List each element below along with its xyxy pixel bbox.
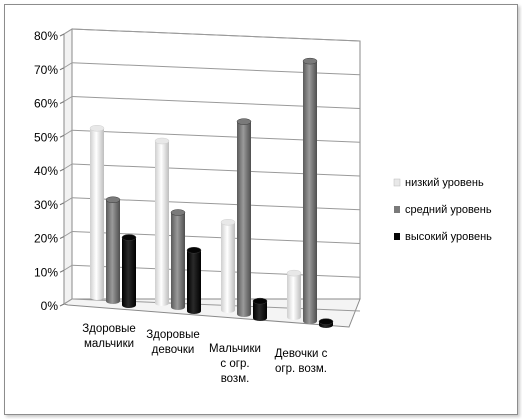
gridline-side	[63, 28, 73, 35]
bar-top	[121, 234, 137, 241]
bar-top	[170, 209, 186, 216]
bar	[220, 219, 236, 313]
bar-base	[90, 294, 104, 300]
bar-body	[122, 237, 136, 305]
y-tick-label: 20%	[34, 232, 58, 246]
bar	[252, 297, 268, 321]
bar	[121, 234, 137, 308]
bar-body	[155, 141, 169, 303]
legend-label: низкий уровень	[405, 177, 484, 189]
bar-top	[105, 196, 121, 203]
tick-mark	[59, 67, 65, 71]
tick-mark	[59, 303, 65, 307]
legend-item: средний уровень	[394, 204, 492, 216]
bar	[105, 196, 121, 304]
bar-body	[287, 273, 301, 317]
gridline-side	[63, 298, 73, 305]
tick-mark	[59, 101, 65, 104]
legend-swatch	[394, 233, 400, 240]
bar	[302, 57, 318, 324]
legend-label: высокий уровень	[405, 231, 492, 243]
bar	[286, 269, 302, 320]
bar	[186, 247, 202, 314]
legend-swatch	[394, 206, 400, 213]
bars	[89, 57, 334, 328]
x-axis-categories: Здоровые мальчики Здоровые девочки Мальчики с…	[82, 323, 327, 385]
category-label: Мальчики с огр. возм.	[209, 343, 261, 385]
bar-base	[221, 307, 235, 313]
bar-base	[287, 314, 301, 320]
bar-body	[221, 222, 235, 310]
y-tick-label: 10%	[34, 265, 58, 279]
legend-swatch	[393, 178, 401, 187]
gridline-side	[63, 231, 73, 237]
bar-base	[237, 311, 251, 317]
bar-base	[253, 315, 267, 321]
gridline	[71, 28, 361, 42]
bar-top	[236, 118, 252, 125]
tick-mark	[59, 134, 65, 138]
tick-mark	[59, 168, 65, 172]
bar-body	[171, 212, 185, 307]
gridline-side	[63, 62, 73, 69]
bar-top	[89, 125, 105, 132]
gridline-side	[63, 197, 73, 204]
bar-base	[171, 304, 185, 310]
legend-label: средний уровень	[405, 204, 492, 216]
bar-top	[186, 247, 202, 254]
gridline-side	[63, 96, 73, 102]
y-tick-label: 30%	[34, 198, 58, 212]
bar-top	[286, 269, 302, 277]
bar-body	[90, 128, 104, 297]
bar-base	[155, 300, 169, 306]
y-tick-label: 50%	[34, 130, 58, 144]
gridline-side	[63, 129, 73, 136]
bar-body	[237, 121, 251, 314]
bar-base	[303, 318, 317, 324]
y-tick-label: 70%	[34, 63, 58, 77]
tick-mark	[59, 236, 65, 239]
bar-base	[122, 302, 136, 308]
bar-body	[253, 301, 267, 318]
tick-mark	[59, 269, 65, 273]
bar-top	[302, 57, 318, 65]
tick-mark	[59, 33, 65, 37]
y-tick-label: 40%	[34, 164, 58, 178]
legend-item: высокий уровень	[394, 231, 492, 243]
bar-top	[252, 297, 268, 305]
bar	[89, 125, 105, 300]
tick-mark	[59, 202, 65, 206]
bar-top	[220, 219, 236, 226]
bar	[318, 318, 334, 328]
bar-base	[106, 298, 120, 304]
category-label: Девочки с огр. возм.	[275, 348, 328, 375]
bar-body	[303, 61, 317, 321]
gridline-side	[63, 163, 73, 170]
y-axis-ticks: 0% 10% 20% 30% 40% 50% 60% 70% 80%	[34, 29, 58, 313]
bar	[236, 118, 252, 317]
legend: низкий уровень средний уровень высокий уро…	[393, 177, 492, 243]
bar-body	[106, 199, 120, 301]
bar	[170, 209, 186, 310]
bar-body	[187, 250, 201, 311]
category-label: Здоровые мальчики	[82, 323, 136, 350]
bar-top	[154, 137, 170, 145]
legend-item: низкий уровень	[393, 177, 484, 189]
y-tick-label: 0%	[41, 299, 59, 313]
bar-top	[318, 318, 334, 325]
bar-base	[187, 308, 201, 314]
category-label: Здоровые девочки	[146, 329, 200, 356]
gridline-side	[63, 264, 73, 271]
bar	[154, 137, 170, 306]
y-tick-label: 80%	[34, 29, 58, 43]
y-tick-label: 60%	[34, 97, 58, 111]
